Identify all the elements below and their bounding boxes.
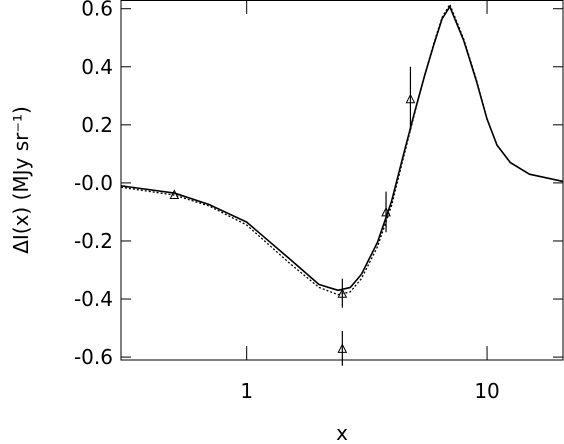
y-tick-label: -0.2 xyxy=(74,229,113,253)
data-point xyxy=(381,206,391,217)
y-tick-label: 0.2 xyxy=(81,113,113,137)
data-point xyxy=(405,93,416,104)
curve xyxy=(120,3,564,296)
x-tick-label: 10 xyxy=(474,379,499,403)
x-axis-label: x xyxy=(336,421,348,444)
y-tick-label: 0.4 xyxy=(81,55,113,79)
curve xyxy=(120,5,564,292)
y-tick-label: -0.6 xyxy=(74,345,113,369)
y-tick-label: -0.4 xyxy=(74,287,113,311)
y-tick-label: 0.6 xyxy=(81,0,113,21)
data-point xyxy=(337,343,348,353)
y-axis-label: ΔI(x) (MJy sr⁻¹) xyxy=(9,106,33,254)
y-tick-label: -0.0 xyxy=(74,171,113,195)
data-point xyxy=(337,288,348,298)
x-tick-label: 1 xyxy=(240,379,253,403)
data-point xyxy=(169,189,180,200)
